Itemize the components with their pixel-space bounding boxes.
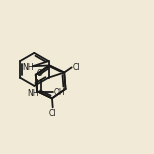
Text: Cl: Cl xyxy=(49,109,57,118)
Text: Cl: Cl xyxy=(73,63,80,72)
Text: NH: NH xyxy=(22,63,34,72)
Text: OH: OH xyxy=(53,88,65,97)
Text: O: O xyxy=(36,69,42,78)
Text: NH: NH xyxy=(28,89,39,98)
